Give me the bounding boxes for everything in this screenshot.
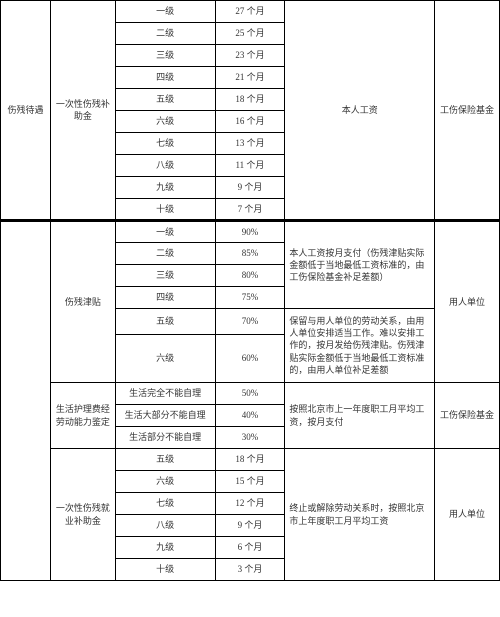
- value-cell: 25 个月: [215, 23, 285, 45]
- level-cell: 九级: [115, 177, 215, 199]
- value-cell: 13 个月: [215, 133, 285, 155]
- level-cell: 生活部分不能自理: [115, 427, 215, 449]
- level-cell: 五级: [115, 309, 215, 335]
- value-cell: 23 个月: [215, 45, 285, 67]
- sec2c-col5: 终止或解除劳动关系时，按照北京市上年度职工月平均工资: [285, 449, 435, 581]
- level-cell: 三级: [115, 45, 215, 67]
- value-cell: 60%: [215, 335, 285, 383]
- level-cell: 三级: [115, 265, 215, 287]
- level-cell: 六级: [115, 471, 215, 493]
- level-cell: 九级: [115, 537, 215, 559]
- value-cell: 11 个月: [215, 155, 285, 177]
- sec2a-note2: 保留与用人单位的劳动关系，由用人单位安排适当工作。难以安排工作的，按月发给伤残津…: [285, 309, 435, 383]
- value-cell: 9 个月: [215, 515, 285, 537]
- value-cell: 6 个月: [215, 537, 285, 559]
- sec1-col5: 本人工资: [285, 1, 435, 221]
- value-cell: 90%: [215, 221, 285, 243]
- value-cell: 16 个月: [215, 111, 285, 133]
- level-cell: 四级: [115, 67, 215, 89]
- sec1-col2: 一次性伤残补助金: [50, 1, 115, 221]
- sec2-col1: [1, 221, 51, 581]
- level-cell: 六级: [115, 335, 215, 383]
- value-cell: 75%: [215, 287, 285, 309]
- level-cell: 七级: [115, 133, 215, 155]
- value-cell: 27 个月: [215, 1, 285, 23]
- level-cell: 二级: [115, 23, 215, 45]
- value-cell: 21 个月: [215, 67, 285, 89]
- value-cell: 15 个月: [215, 471, 285, 493]
- sec1-col1: 伤残待遇: [1, 1, 51, 221]
- value-cell: 9 个月: [215, 177, 285, 199]
- value-cell: 70%: [215, 309, 285, 335]
- level-cell: 十级: [115, 559, 215, 581]
- sec2a-col2: 伤残津贴: [50, 221, 115, 383]
- value-cell: 18 个月: [215, 449, 285, 471]
- value-cell: 50%: [215, 383, 285, 405]
- value-cell: 30%: [215, 427, 285, 449]
- value-cell: 3 个月: [215, 559, 285, 581]
- level-cell: 十级: [115, 199, 215, 221]
- level-cell: 生活大部分不能自理: [115, 405, 215, 427]
- sec2a-note1: 本人工资按月支付（伤残津贴实际金额低于当地最低工资标准的，由工伤保险基金补足差额…: [285, 221, 435, 309]
- level-cell: 二级: [115, 243, 215, 265]
- level-cell: 五级: [115, 89, 215, 111]
- level-cell: 生活完全不能自理: [115, 383, 215, 405]
- sec2a-col6: 用人单位: [435, 221, 500, 383]
- level-cell: 五级: [115, 449, 215, 471]
- sec2c-col6: 用人单位: [435, 449, 500, 581]
- value-cell: 40%: [215, 405, 285, 427]
- level-cell: 四级: [115, 287, 215, 309]
- level-cell: 六级: [115, 111, 215, 133]
- sec1-col6: 工伤保险基金: [435, 1, 500, 221]
- value-cell: 18 个月: [215, 89, 285, 111]
- level-cell: 七级: [115, 493, 215, 515]
- sec2b-col6: 工伤保险基金: [435, 383, 500, 449]
- value-cell: 85%: [215, 243, 285, 265]
- level-cell: 一级: [115, 1, 215, 23]
- sec2b-col2: 生活护理费经劳动能力鉴定: [50, 383, 115, 449]
- value-cell: 80%: [215, 265, 285, 287]
- level-cell: 一级: [115, 221, 215, 243]
- sec2c-col2: 一次性伤残就业补助金: [50, 449, 115, 581]
- level-cell: 八级: [115, 155, 215, 177]
- value-cell: 12 个月: [215, 493, 285, 515]
- level-cell: 八级: [115, 515, 215, 537]
- compensation-table: 伤残待遇一次性伤残补助金一级27 个月本人工资工伤保险基金二级25 个月三级23…: [0, 0, 500, 581]
- sec2b-col5: 按照北京市上一年度职工月平均工资，按月支付: [285, 383, 435, 449]
- value-cell: 7 个月: [215, 199, 285, 221]
